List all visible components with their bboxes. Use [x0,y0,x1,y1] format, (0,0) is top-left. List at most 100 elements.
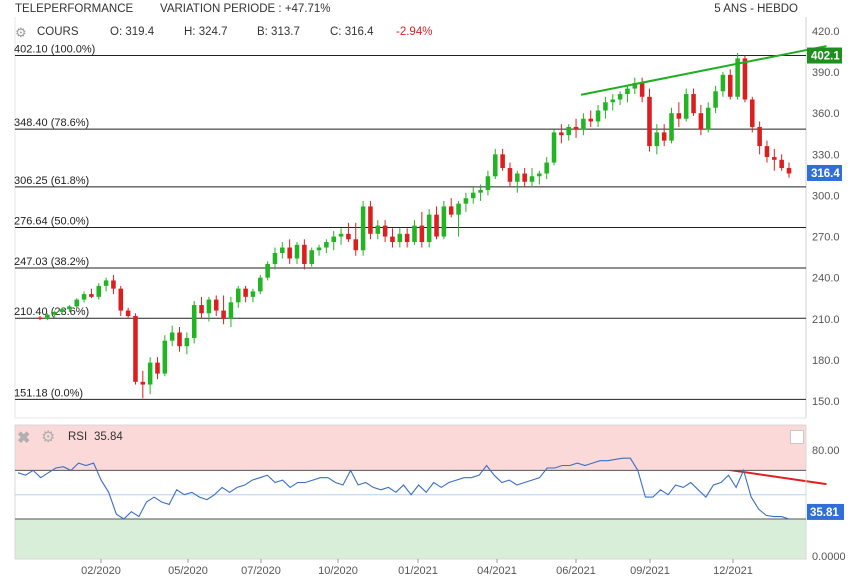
settings-gear-icon[interactable]: ⚙ [15,25,27,40]
candle-body [713,91,718,108]
candle-body [603,102,608,111]
time-axis-tick-label: 01/2021 [398,565,438,577]
candle-body [404,233,410,243]
time-axis-tick-label: 04/2021 [477,565,517,577]
candle-body [375,225,381,234]
time-axis-tick-label: 12/2021 [713,565,753,577]
candle-body [353,239,359,251]
candle-body [463,198,469,204]
close-icon[interactable]: ✖ [17,430,31,447]
candle-body [294,244,300,259]
candle-body [89,294,94,297]
rsi-label: RSI [68,431,88,443]
candle-body [37,317,43,319]
candle-body [595,110,601,122]
fib-level-label: 348.40 (78.6%) [14,117,89,129]
candle-body [111,280,116,289]
rsi-axis-tick: 80.00 [812,445,840,457]
candle-body [81,294,87,300]
candle-body [617,94,623,100]
candle-body [537,173,542,177]
candle-body [448,206,454,215]
candle-body [338,233,344,237]
rsi-value-badge [807,503,844,520]
candle-body [250,291,256,297]
candle-body [382,225,388,237]
price-axis: 420.0 390.0 360.0 330.0 300.0 270.0 240.0 210.0… [812,26,840,408]
candle-body [147,362,153,385]
maximize-panel-icon[interactable] [790,430,804,444]
candle-body [573,126,579,130]
candle-body [228,302,234,319]
candle-body [162,340,168,374]
candle-body [331,236,337,243]
candle-body [507,168,513,182]
candle-body [96,285,102,297]
candle-body [45,314,50,319]
resistance-trend-line [580,45,827,96]
candle-body [74,299,79,307]
time-axis-tick-label: 09/2021 [630,565,670,577]
price-badges: 402.1 316.4 [807,47,842,181]
candle-body [566,126,571,136]
candle-body [456,203,461,215]
candle-body [551,132,557,163]
period-label[interactable]: 5 ANS - HEBDO [714,3,798,15]
candle-body [133,316,138,382]
rsi-oversold-zone [15,519,806,559]
candle-body [118,288,124,311]
time-axis-tick-label: 07/2020 [241,565,281,577]
candle-body [280,247,285,253]
price-axis-tick: 270.0 [812,232,840,244]
candle-body [177,332,182,347]
candle-body [639,83,645,97]
candle-body [441,206,447,237]
fib-level-label: 402.10 (100.0%) [14,44,95,56]
candle-body [419,225,425,243]
symbol-label: TELEPERFORMANCE [15,3,134,15]
variation-label: VARIATION PERIODE : +47.71% [160,3,331,15]
time-axis-tick-label: 10/2020 [318,565,358,577]
candle-body [492,154,498,177]
candle-body [206,299,212,314]
candle-body [544,162,549,174]
candle-body [346,233,351,240]
rsi-value-badge-label: 35.81 [810,507,839,519]
candle-body [67,306,72,310]
candle-body [243,288,248,297]
price-axis-tick: 180.0 [812,355,840,367]
candle-body [258,277,263,292]
fibonacci-levels: 402.10 (100.0%) 348.40 (78.6%) 306.25 (61.… [14,44,806,400]
time-axis-tick-label: 06/2021 [556,565,596,577]
candle-body [676,113,682,119]
candle-body [742,58,748,100]
candles[interactable] [37,52,792,399]
candle-body [691,94,696,114]
candle-body [155,362,160,374]
rsi-settings-gear-icon[interactable]: ⚙ [41,429,56,446]
candle-body [309,250,314,264]
candle-body [191,305,197,338]
grid-lines [14,17,807,419]
candle-body [698,113,704,130]
candle-body [683,94,689,119]
candle-body [705,107,711,130]
ohlc-low: B: 313.7 [257,26,300,38]
candle-body [368,206,373,234]
candle-body [272,253,278,264]
candle-body [559,132,564,136]
rsi-line [17,457,790,520]
candle-body [757,126,762,147]
time-axis-tick-label: 05/2020 [168,565,208,577]
candle-body [727,74,733,97]
candle-body [647,96,652,147]
candle-body [199,305,204,314]
candle-body [125,310,131,317]
price-axis-tick: 390.0 [812,67,840,79]
price-badge [807,164,842,181]
candle-body [412,225,417,243]
candle-body [478,189,483,193]
rsi-panel: 80.00 0.0000 35.81 [14,424,846,563]
candle-body [772,157,777,160]
